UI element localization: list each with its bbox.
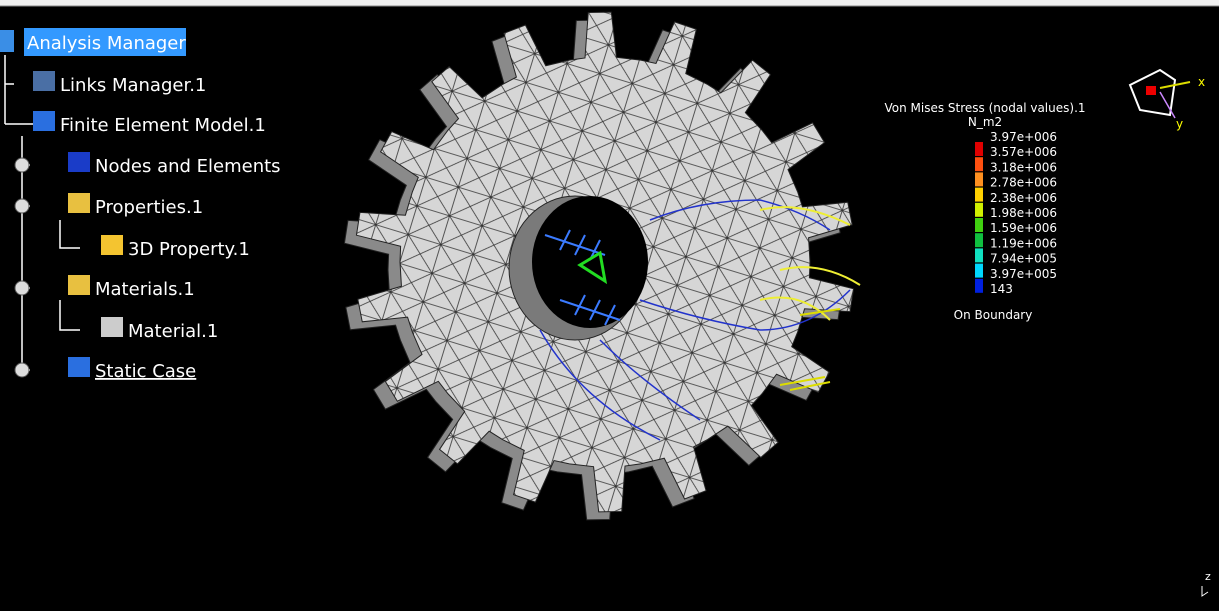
stress-contour — [539, 199, 851, 441]
legend-swatch — [975, 278, 983, 293]
tree-node[interactable]: Finite Element Model.1 — [60, 115, 266, 136]
legend-swatch — [975, 157, 983, 172]
legend-swatch — [975, 233, 983, 248]
specification-tree[interactable]: Analysis Manager Links Manager.1 Finite El… — [0, 30, 281, 382]
load-symbol — [577, 250, 608, 285]
tree-icon — [33, 71, 55, 91]
legend-level: 1.98e+006 — [990, 206, 1057, 220]
expander[interactable] — [14, 198, 30, 214]
tree-icon — [68, 193, 90, 213]
legend-level: 2.38e+006 — [990, 191, 1057, 205]
legend-level: 1.19e+006 — [990, 236, 1057, 250]
hub-hole — [532, 196, 648, 328]
stress-contour-hot — [759, 206, 861, 321]
tree-icon — [68, 152, 90, 172]
compass: x y z — [1128, 68, 1211, 597]
legend-level: 3.18e+006 — [990, 160, 1057, 174]
legend-level: 3.97e+006 — [990, 130, 1057, 144]
legend-swatch — [975, 248, 983, 263]
tree-icon — [101, 235, 123, 255]
legend-swatch — [975, 202, 983, 217]
legend-level: 1.59e+006 — [990, 221, 1057, 235]
expander[interactable] — [14, 362, 30, 378]
tree-node[interactable]: Links Manager.1 — [60, 75, 206, 96]
tree-node[interactable]: Static Case — [95, 361, 196, 382]
tree-node[interactable]: 3D Property.1 — [128, 239, 250, 260]
root-icon — [0, 30, 14, 52]
tree-icon — [101, 317, 123, 337]
tree-icon — [68, 275, 90, 295]
legend-note: On Boundary — [954, 308, 1033, 322]
legend-swatch — [975, 142, 983, 156]
legend-level: 7.94e+005 — [990, 252, 1057, 266]
tree-node[interactable]: Material.1 — [128, 321, 218, 342]
top-strip — [0, 0, 1219, 6]
axis-x: x — [1198, 75, 1205, 89]
tree-node[interactable]: Properties.1 — [95, 197, 203, 218]
tree-root[interactable]: Analysis Manager — [27, 33, 186, 54]
legend-swatch — [975, 218, 983, 232]
legend-level: 2.78e+006 — [990, 176, 1057, 190]
legend-swatch — [975, 263, 983, 278]
selection-highlight — [24, 28, 186, 56]
tree-node[interactable]: Nodes and Elements — [95, 156, 281, 177]
legend-swatch — [975, 187, 983, 202]
legend-title: Von Mises Stress (nodal values).1 — [884, 101, 1085, 115]
legend-unit: N_m2 — [968, 115, 1002, 129]
expander[interactable] — [14, 280, 30, 296]
color-legend: Von Mises Stress (nodal values).1N_m23.9… — [884, 101, 1085, 322]
legend-swatch — [975, 172, 983, 187]
gear-model — [343, 11, 861, 521]
restraint-symbols — [544, 229, 621, 326]
tree-icon — [33, 111, 55, 131]
axis-z: z — [1205, 570, 1211, 583]
legend-level: 143 — [990, 282, 1013, 296]
expander[interactable] — [14, 157, 30, 173]
tree-node[interactable]: Materials.1 — [95, 279, 195, 300]
legend-level: 3.97e+005 — [990, 267, 1057, 281]
tree-icon — [68, 357, 90, 377]
force-arrows — [779, 308, 841, 391]
axis-y: y — [1176, 117, 1183, 131]
legend-level: 3.57e+006 — [990, 145, 1057, 159]
